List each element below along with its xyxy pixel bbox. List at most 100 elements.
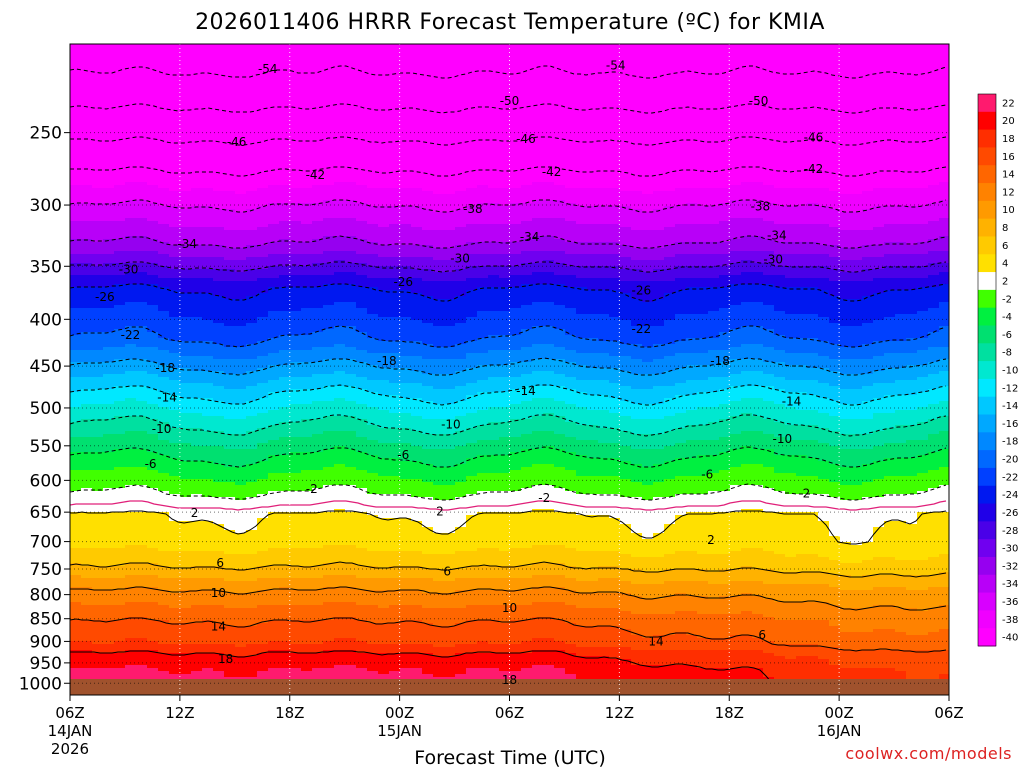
temperature-cell (81, 665, 93, 669)
temperature-cell (158, 392, 170, 396)
temperature-cell (312, 503, 324, 507)
temperature-cell (202, 401, 214, 405)
temperature-cell (147, 545, 159, 549)
temperature-cell (257, 314, 269, 318)
temperature-cell (268, 479, 280, 483)
temperature-cell (114, 323, 126, 327)
temperature-cell (213, 329, 225, 333)
temperature-cell (92, 338, 104, 342)
temperature-cell (92, 620, 104, 624)
temperature-cell (103, 530, 115, 534)
temperature-cell (158, 509, 170, 513)
temperature-cell (301, 353, 313, 357)
temperature-cell (125, 437, 137, 441)
temperature-cell (125, 404, 137, 408)
temperature-cell (235, 452, 247, 456)
temperature-cell (290, 671, 302, 675)
temperature-cell (169, 272, 181, 276)
temperature-cell (147, 620, 159, 624)
temperature-cell (92, 257, 104, 261)
temperature-cell (235, 389, 247, 393)
temperature-cell (180, 356, 192, 360)
temperature-cell (92, 284, 104, 288)
temperature-cell (202, 125, 214, 129)
temperature-cell (81, 170, 93, 174)
temperature-cell (70, 236, 82, 240)
temperature-cell (169, 584, 181, 588)
temperature-cell (224, 503, 236, 507)
temperature-cell (301, 662, 313, 666)
temperature-cell (224, 467, 236, 471)
temperature-cell (279, 629, 291, 633)
temperature-cell (70, 500, 82, 504)
temperature-cell (92, 125, 104, 129)
temperature-cell (180, 140, 192, 144)
temperature-cell (81, 545, 93, 549)
temperature-cell (235, 206, 247, 210)
temperature-cell (169, 662, 181, 666)
temperature-cell (169, 605, 181, 609)
temperature-cell (114, 506, 126, 510)
temperature-cell (92, 392, 104, 396)
temperature-cell (70, 371, 82, 375)
temperature-cell (147, 566, 159, 570)
temperature-cell (169, 377, 181, 381)
temperature-cell (114, 218, 126, 222)
temperature-cell (103, 611, 115, 615)
temperature-cell (202, 287, 214, 291)
temperature-cell (191, 281, 203, 285)
temperature-cell (301, 512, 313, 516)
temperature-cell (301, 92, 313, 96)
temperature-cell (235, 533, 247, 537)
temperature-cell (147, 242, 159, 246)
temperature-cell (235, 371, 247, 375)
temperature-cell (191, 554, 203, 558)
temperature-cell (169, 326, 181, 330)
temperature-cell (290, 332, 302, 336)
temperature-cell (92, 500, 104, 504)
temperature-cell (301, 224, 313, 228)
temperature-cell (224, 644, 236, 648)
temperature-cell (158, 539, 170, 543)
temperature-cell (268, 365, 280, 369)
temperature-cell (268, 668, 280, 672)
temperature-cell (268, 671, 280, 675)
temperature-cell (114, 152, 126, 156)
temperature-cell (279, 521, 291, 525)
temperature-cell (279, 617, 291, 621)
temperature-cell (235, 650, 247, 654)
temperature-cell (103, 419, 115, 423)
temperature-cell (312, 548, 324, 552)
temperature-cell (158, 119, 170, 123)
temperature-cell (136, 308, 148, 312)
temperature-cell (290, 470, 302, 474)
temperature-cell (279, 524, 291, 528)
temperature-cell (224, 578, 236, 582)
temperature-cell (257, 218, 269, 222)
temperature-cell (103, 257, 115, 261)
temperature-cell (114, 254, 126, 258)
temperature-cell (246, 269, 258, 273)
temperature-cell (235, 635, 247, 639)
temperature-cell (103, 269, 115, 273)
temperature-cell (235, 515, 247, 519)
temperature-cell (202, 404, 214, 408)
temperature-cell (114, 458, 126, 462)
temperature-cell (301, 182, 313, 186)
temperature-cell (180, 533, 192, 537)
temperature-cell (70, 311, 82, 315)
temperature-cell (92, 344, 104, 348)
temperature-cell (224, 107, 236, 111)
temperature-cell (279, 308, 291, 312)
temperature-cell (147, 479, 159, 483)
temperature-cell (191, 371, 203, 375)
temperature-cell (147, 326, 159, 330)
temperature-cell (147, 272, 159, 276)
temperature-cell (191, 440, 203, 444)
temperature-cell (257, 452, 269, 456)
temperature-cell (235, 503, 247, 507)
temperature-cell (235, 563, 247, 567)
temperature-cell (213, 635, 225, 639)
temperature-cell (246, 374, 258, 378)
temperature-cell (81, 377, 93, 381)
